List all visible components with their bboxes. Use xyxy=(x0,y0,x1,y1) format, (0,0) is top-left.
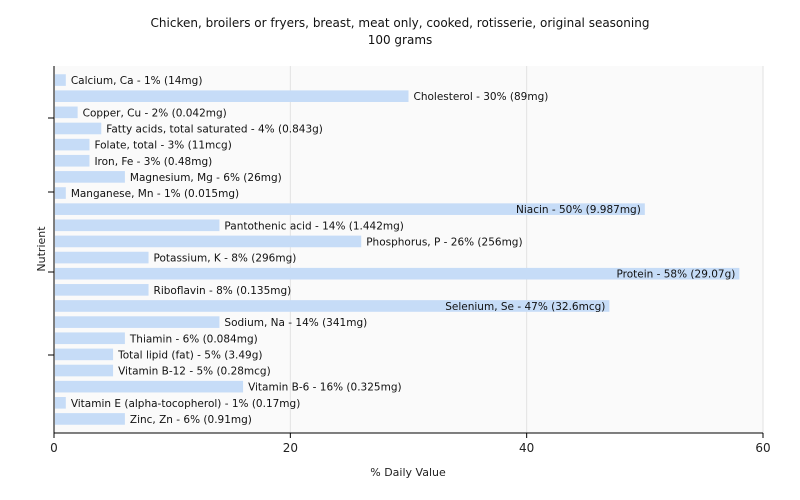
chart-subtitle: 100 grams xyxy=(368,33,433,47)
bar-data-label: Manganese, Mn - 1% (0.015mg) xyxy=(71,188,239,200)
bar xyxy=(55,154,90,167)
x-tick-label: 0 xyxy=(50,441,58,455)
bar-labels-layer: Calcium, Ca - 1% (14mg) Cholesterol - 30%… xyxy=(71,75,736,426)
bar xyxy=(55,300,610,312)
bar-data-label: Fatty acids, total saturated - 4% (0.843… xyxy=(106,123,323,135)
bar xyxy=(55,380,244,393)
bar-data-label: Iron, Fe - 3% (0.48mg) xyxy=(94,156,212,168)
bar-data-label: Vitamin E (alpha-tocopherol) - 1% (0.17m… xyxy=(71,398,300,410)
grid-layer xyxy=(289,66,764,433)
bar-data-label: Copper, Cu - 2% (0.042mg) xyxy=(83,107,227,119)
x-ticks-layer: 0 20 40 60 xyxy=(50,433,771,455)
y-ticks-layer xyxy=(48,117,54,356)
bar xyxy=(55,364,114,377)
bar-data-label: Pantothenic acid - 14% (1.442mg) xyxy=(224,220,403,232)
bar xyxy=(55,74,66,86)
bar-data-label: Sodium, Na - 14% (341mg) xyxy=(224,317,367,329)
bar-data-label: Niacin - 50% (9.987mg) xyxy=(516,204,641,216)
y-axis-label: Nutrient xyxy=(35,226,48,272)
bar-data-label: Zinc, Zn - 6% (0.91mg) xyxy=(130,414,252,426)
bar xyxy=(55,122,102,135)
bar-data-label: Calcium, Ca - 1% (14mg) xyxy=(71,75,203,87)
axes-layer xyxy=(53,66,763,434)
bar xyxy=(55,284,149,296)
bar xyxy=(55,348,114,361)
bar xyxy=(55,138,90,151)
bar xyxy=(55,235,362,248)
bar xyxy=(55,203,645,215)
bar-data-label: Vitamin B-6 - 16% (0.325mg) xyxy=(248,382,402,394)
x-tick-label: 60 xyxy=(755,441,770,455)
x-tick-label: 40 xyxy=(519,441,534,455)
bar xyxy=(55,396,66,409)
bar-data-label: Riboflavin - 8% (0.135mg) xyxy=(154,285,292,297)
bar-data-label: Thiamin - 6% (0.084mg) xyxy=(129,333,258,345)
bar-data-label: Potassium, K - 8% (296mg) xyxy=(154,253,297,265)
bar-data-label: Cholesterol - 30% (89mg) xyxy=(414,91,549,103)
bar xyxy=(55,219,220,232)
bar-data-label: Magnesium, Mg - 6% (26mg) xyxy=(130,172,282,184)
bar xyxy=(55,90,409,103)
bar xyxy=(55,267,740,280)
bar xyxy=(55,106,78,119)
bar xyxy=(55,332,125,345)
bar-data-label: Vitamin B-12 - 5% (0.28mcg) xyxy=(118,366,271,378)
bar xyxy=(55,187,66,199)
bar xyxy=(55,413,125,425)
bars-layer xyxy=(55,74,740,425)
bar xyxy=(55,316,220,328)
bar xyxy=(55,171,125,183)
x-tick-label: 20 xyxy=(283,441,298,455)
bar xyxy=(55,251,149,264)
bar-data-label: Folate, total - 3% (11mcg) xyxy=(94,140,231,152)
bar-data-label: Selenium, Se - 47% (32.6mcg) xyxy=(445,301,605,313)
chart-title: Chicken, broilers or fryers, breast, mea… xyxy=(151,16,650,30)
bar-data-label: Total lipid (fat) - 5% (3.49g) xyxy=(117,349,262,361)
x-axis-label: % Daily Value xyxy=(370,466,446,479)
bar-data-label: Protein - 58% (29.07g) xyxy=(616,269,735,281)
bar-data-label: Phosphorus, P - 26% (256mg) xyxy=(366,236,522,248)
plot-background xyxy=(54,66,763,433)
